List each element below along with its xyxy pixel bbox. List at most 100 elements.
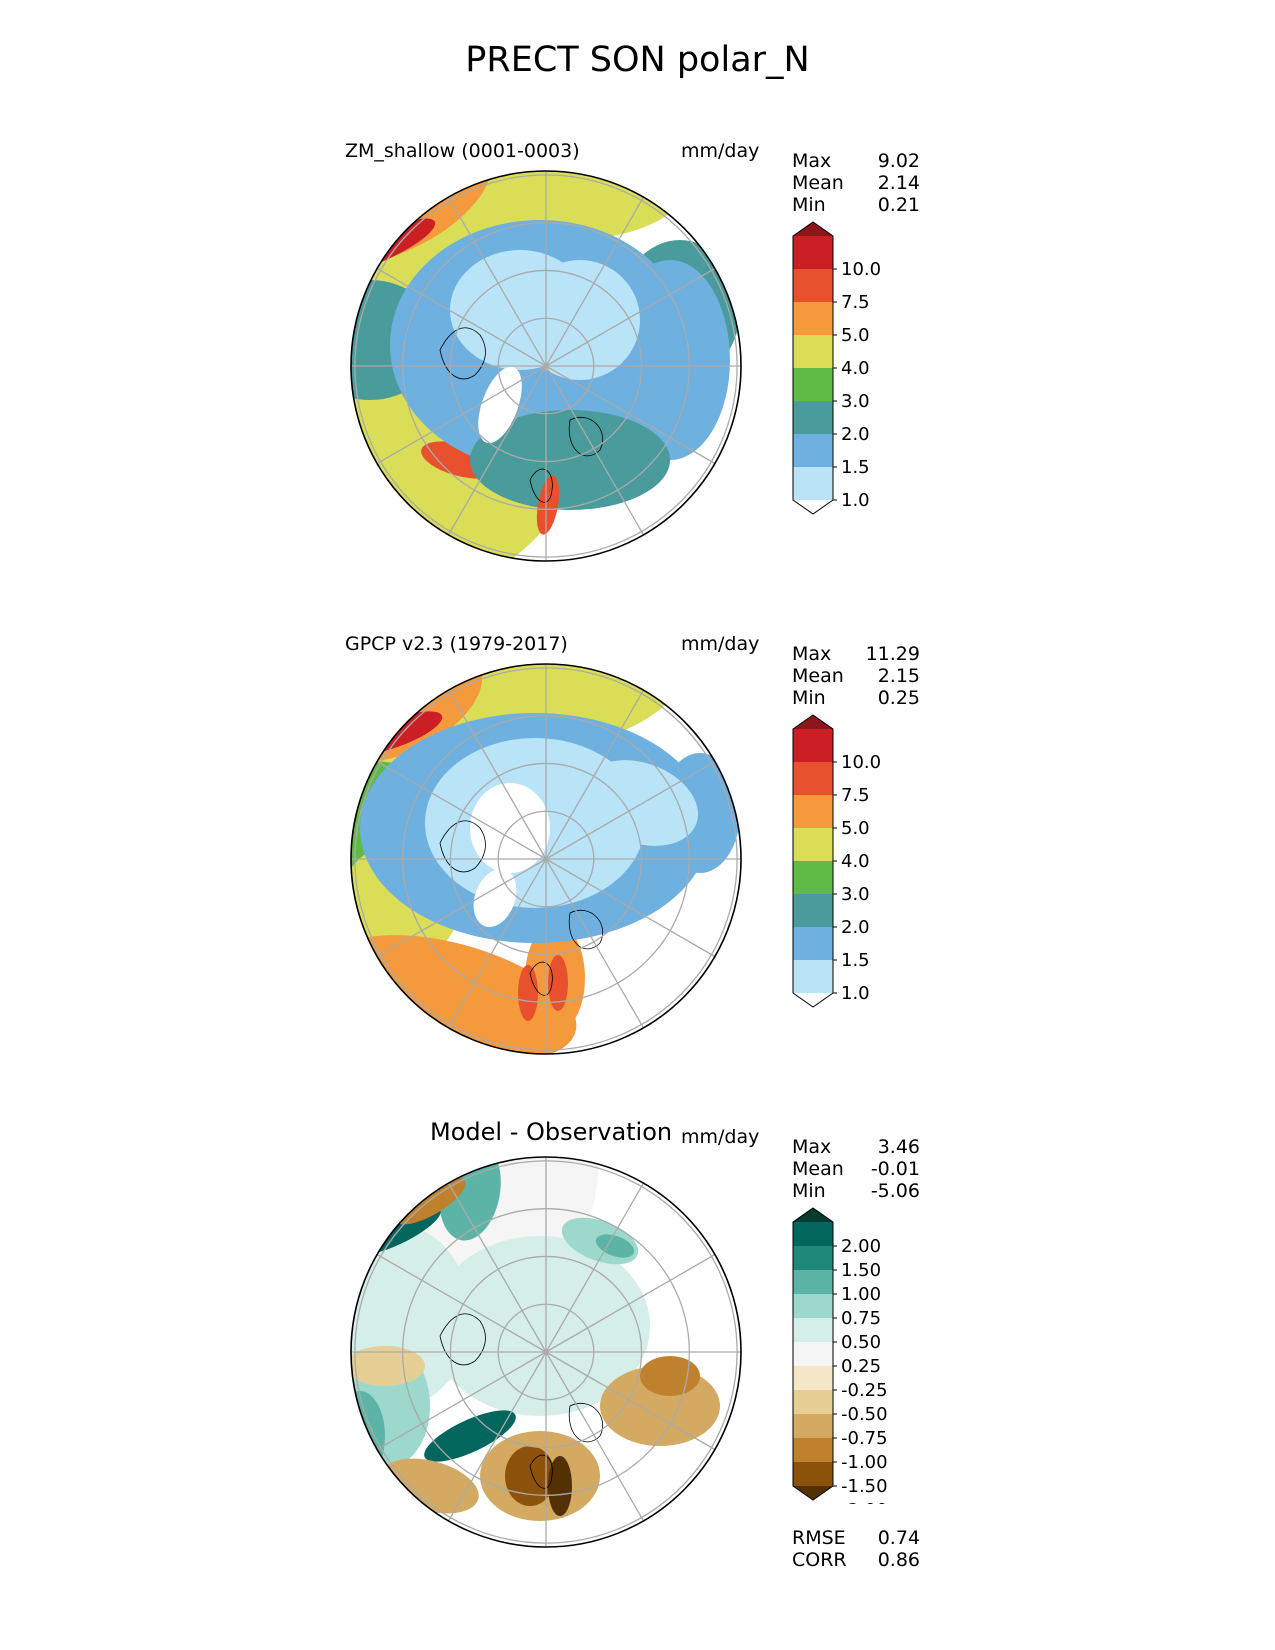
- stat-label: Mean: [792, 172, 844, 194]
- stat-value: 11.29: [865, 643, 920, 665]
- colorbar: 10.07.55.04.03.02.01.51.00.5: [792, 714, 881, 1008]
- meridian-line: [545, 760, 716, 860]
- colorbar-swatch: [793, 269, 833, 303]
- metric-label: RMSE: [792, 1527, 846, 1549]
- colorbar-extend-max: [793, 222, 833, 236]
- colorbar-swatch: [793, 828, 833, 862]
- stat-value: 0.21: [877, 194, 920, 216]
- contour-region: [536, 475, 560, 535]
- contour-region: [595, 1234, 635, 1258]
- colorbar-tick-label: 10.0: [841, 259, 881, 280]
- colorbar-swatch: [793, 927, 833, 961]
- colorbar-tick-label: 4.0: [841, 851, 870, 872]
- colorbar-tick-label: 0.25: [841, 1356, 881, 1377]
- stat-value: -0.01: [870, 1158, 920, 1180]
- colorbar-swatch: [793, 894, 833, 928]
- contour-field: [351, 1157, 741, 1547]
- colorbar-tick-label: -1.50: [841, 1476, 888, 1497]
- stat-label: Max: [792, 150, 832, 172]
- colorbar-tick-label: -0.75: [841, 1428, 888, 1449]
- meridian-line: [545, 1351, 716, 1451]
- meridian-line: [545, 689, 645, 860]
- contour-field: [351, 664, 741, 1054]
- colorbar-swatch: [793, 1318, 833, 1343]
- metric-value: 0.74: [877, 1527, 920, 1549]
- meridian-line: [545, 1253, 716, 1353]
- stats-box: Max 11.29 Mean 2.15 Min 0.25: [792, 643, 920, 709]
- meridian-line: [447, 196, 547, 367]
- colorbar-extend-min: [793, 500, 833, 514]
- contour-region: [518, 965, 538, 1021]
- contour-region: [424, 1410, 516, 1462]
- colorbar-tick-label: -2.00: [841, 1500, 888, 1504]
- colorbar-swatch: [793, 434, 833, 468]
- colorbar-tick-label: 3.0: [841, 391, 870, 412]
- stats-box: Max 3.46 Mean -0.01 Min -5.06: [792, 1136, 920, 1202]
- panel-difference: Model - Observation mm/day Max 3.46 Mean -…: [0, 1116, 1275, 1586]
- stat-value: 3.46: [877, 1136, 920, 1158]
- meridian-line: [376, 760, 547, 860]
- meridian-line: [376, 858, 547, 958]
- panel-title: ZM_shallow (0001-0003): [345, 140, 580, 162]
- contour-region: [640, 1356, 700, 1396]
- colorbar-tick-label: 3.0: [841, 884, 870, 905]
- polar-map: [350, 663, 742, 1055]
- figure-title: PRECT SON polar_N: [465, 40, 810, 80]
- contour-region: [394, 1177, 466, 1225]
- colorbar-tick-label: 1.00: [841, 1284, 881, 1305]
- contour-region: [473, 868, 517, 928]
- stat-value: 2.14: [877, 172, 920, 194]
- colorbar-extend-max: [793, 715, 833, 729]
- colorbar-swatch: [793, 401, 833, 435]
- meridian-line: [447, 1182, 547, 1353]
- panel-units: mm/day: [681, 633, 760, 655]
- contour-region: [505, 1446, 555, 1506]
- contour-region: [548, 955, 568, 1011]
- meridian-line: [545, 267, 716, 367]
- meridian-line: [545, 1182, 645, 1353]
- colorbar-tick-label: 0.75: [841, 1308, 881, 1329]
- contour-field: [351, 171, 741, 561]
- colorbar-extend-min: [793, 993, 833, 1007]
- stat-label: Max: [792, 1136, 832, 1158]
- colorbar-extend-max: [793, 1208, 833, 1222]
- meridian-line: [376, 1351, 547, 1451]
- metrics-box: RMSE 0.74 CORR 0.86: [792, 1527, 920, 1571]
- panel-title: GPCP v2.3 (1979-2017): [345, 633, 568, 655]
- stat-label: Min: [792, 194, 826, 216]
- meridian-line: [545, 365, 645, 536]
- colorbar-tick-label: -1.00: [841, 1452, 888, 1473]
- meridian-line: [447, 1351, 547, 1522]
- contour-region: [610, 260, 730, 460]
- meridian-line: [545, 196, 645, 367]
- colorbar-swatch: [793, 467, 833, 501]
- panel-reference: GPCP v2.3 (1979-2017) mm/day Max 11.29 Me…: [0, 623, 1275, 1093]
- panel-test: ZM_shallow (0001-0003) mm/day Max 9.02 Me…: [0, 130, 1275, 600]
- meridian-line: [376, 1253, 547, 1353]
- contour-region: [548, 1456, 572, 1516]
- colorbar-tick-label: 2.00: [841, 1236, 881, 1257]
- colorbar-swatch: [793, 795, 833, 829]
- colorbar-swatch: [793, 1270, 833, 1295]
- colorbar-swatch: [793, 1390, 833, 1415]
- meridian-line: [376, 267, 547, 367]
- colorbar-tick-label: 1.5: [841, 950, 870, 971]
- stat-label: Mean: [792, 665, 844, 687]
- meridian-line: [545, 858, 645, 1029]
- colorbar-swatch: [793, 1342, 833, 1367]
- stat-value: 0.25: [877, 687, 920, 709]
- colorbar-swatch: [793, 729, 833, 763]
- stats-box: Max 9.02 Mean 2.14 Min 0.21: [792, 150, 920, 216]
- polar-map: [350, 1156, 742, 1548]
- colorbar-swatch: [793, 1438, 833, 1463]
- stat-label: Max: [792, 643, 832, 665]
- colorbar-tick-label: 7.5: [841, 292, 870, 313]
- colorbar-tick-label: 10.0: [841, 752, 881, 773]
- contour-region: [430, 1236, 650, 1416]
- colorbar-swatch: [793, 1462, 833, 1487]
- panel-units: mm/day: [681, 140, 760, 162]
- contour-region: [520, 260, 640, 380]
- metric-label: CORR: [792, 1549, 847, 1571]
- colorbar-swatch: [793, 1222, 833, 1247]
- colorbar-tick-label: 1.5: [841, 457, 870, 478]
